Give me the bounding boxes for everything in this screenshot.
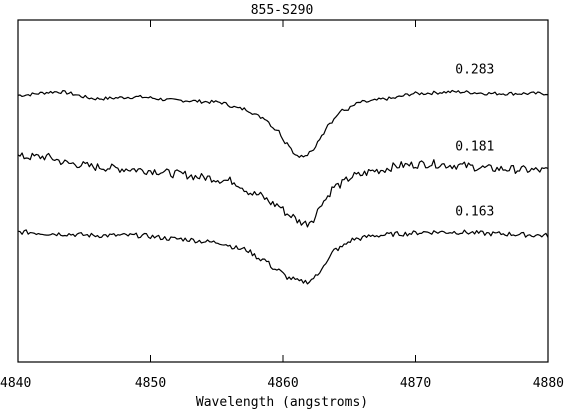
- spectra-series-labels: 0.283 0.181 0.163: [455, 63, 494, 220]
- spectra-series-group: [17, 89, 549, 285]
- spectrum-label: 0.181: [455, 139, 494, 154]
- x-tick-label: 4850: [135, 376, 166, 391]
- x-axis-ticks: [17, 20, 549, 362]
- x-axis-tick-labels: 4840 4850 4860 4870 4880: [0, 376, 564, 391]
- chart-title: 855-S290: [251, 3, 314, 18]
- spectrum-line: [17, 152, 549, 228]
- x-tick-label: 4870: [400, 376, 431, 391]
- spectrum-line: [17, 229, 549, 285]
- spectrum-line: [17, 89, 549, 158]
- x-tick-label: 4860: [267, 376, 298, 391]
- x-axis-label: Wavelength (angstroms): [196, 395, 368, 410]
- spectrum-label: 0.163: [455, 204, 494, 219]
- x-tick-label: 4840: [0, 376, 31, 391]
- spectrum-label: 0.283: [455, 63, 494, 78]
- x-tick-label: 4880: [533, 376, 564, 391]
